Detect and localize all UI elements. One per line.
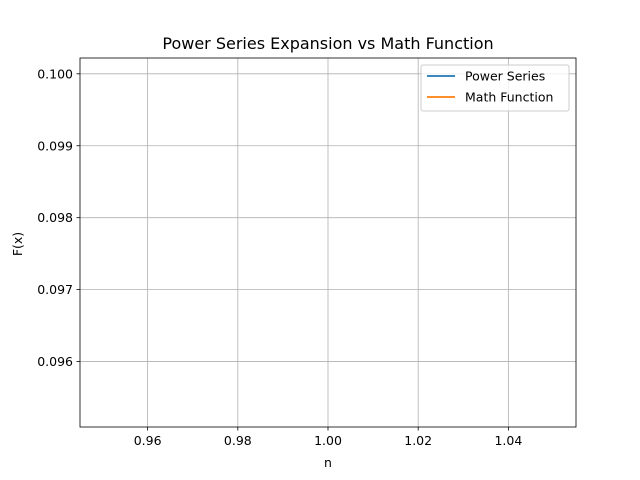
- x-axis-label: n: [324, 455, 332, 470]
- y-tick-label: 0.098: [37, 210, 73, 225]
- y-tick-label: 0.099: [37, 138, 73, 153]
- y-axis-label: F(x): [10, 232, 25, 256]
- legend-label-power-series: Power Series: [465, 69, 545, 84]
- y-axis-ticks: 0.096 0.097 0.098 0.099 0.100: [37, 66, 80, 369]
- y-tick-label: 0.097: [37, 282, 73, 297]
- x-axis-ticks: 0.96 0.98 1.00 1.02 1.04: [134, 427, 522, 448]
- grid-lines: [80, 58, 576, 427]
- chart-title: Power Series Expansion vs Math Function: [162, 34, 493, 53]
- x-tick-label: 1.00: [314, 433, 342, 448]
- legend-label-math-function: Math Function: [465, 90, 553, 105]
- x-tick-label: 1.02: [404, 433, 432, 448]
- legend: Power Series Math Function: [420, 64, 570, 112]
- legend-box: [420, 64, 570, 112]
- x-tick-label: 0.96: [134, 433, 162, 448]
- x-tick-label: 1.04: [494, 433, 522, 448]
- y-tick-label: 0.096: [37, 354, 73, 369]
- x-tick-label: 0.98: [224, 433, 252, 448]
- y-tick-label: 0.100: [37, 66, 73, 81]
